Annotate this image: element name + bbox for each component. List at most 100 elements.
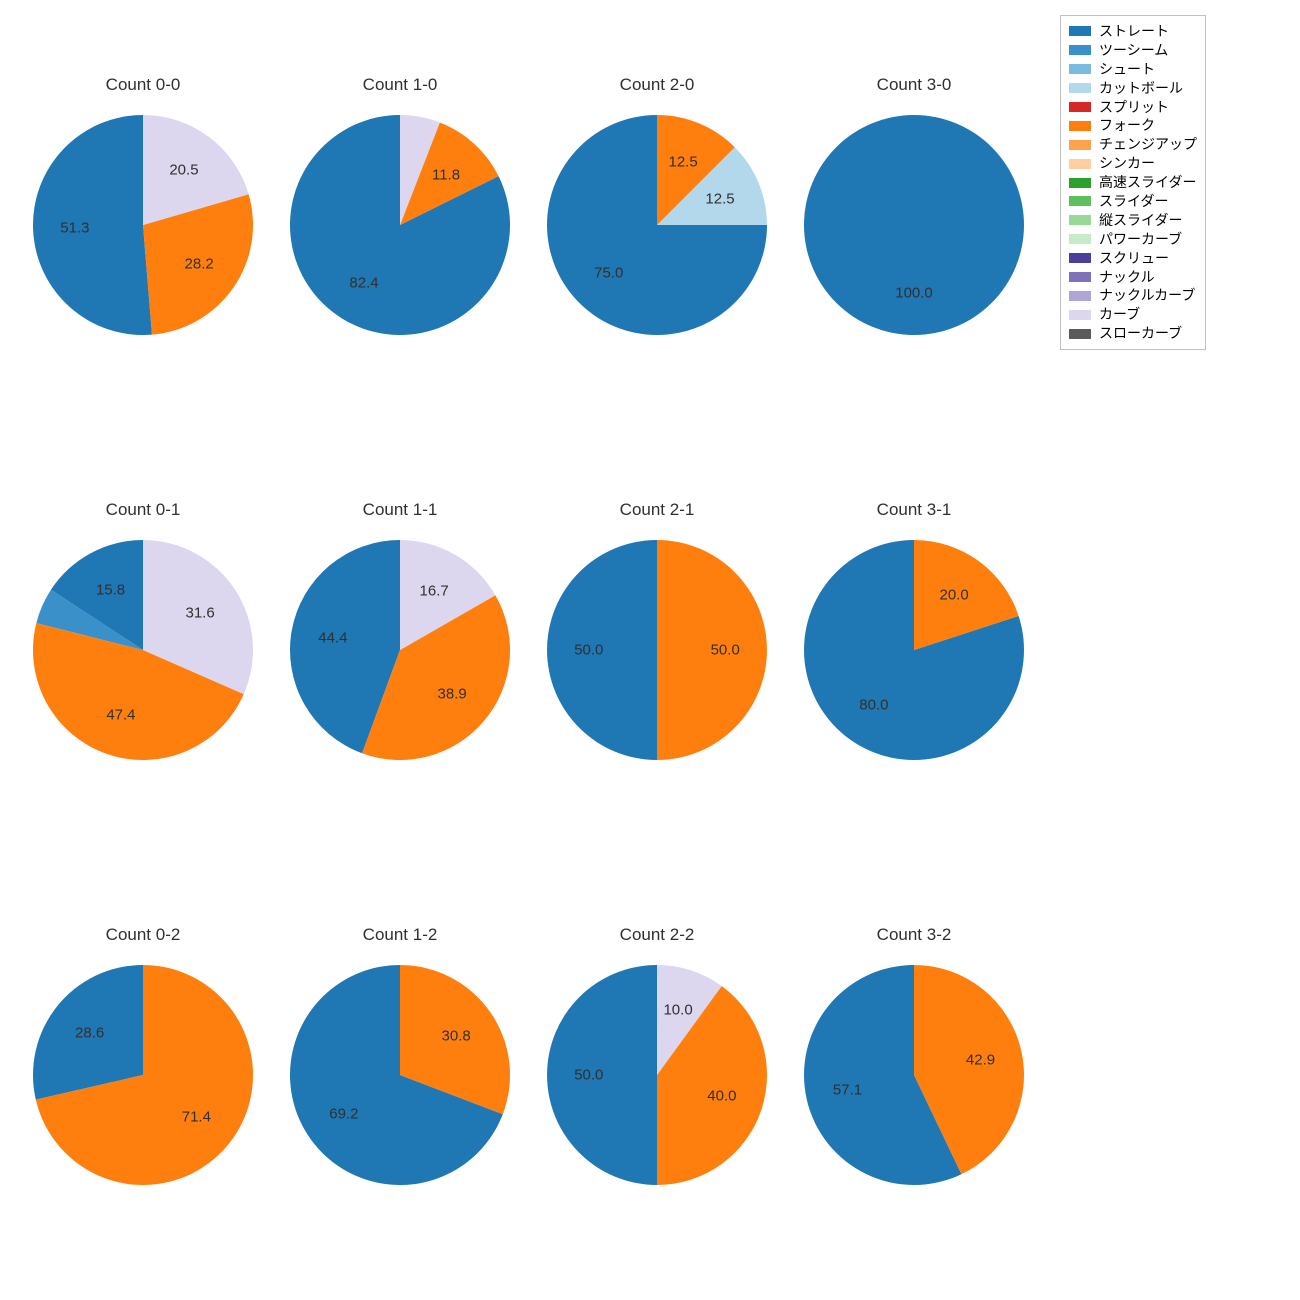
pie-svg [804,540,1024,760]
slice-label: 38.9 [438,685,467,702]
slice-label: 16.7 [420,582,449,599]
slice-label: 31.6 [185,604,214,621]
pie-title: Count 3-2 [877,925,952,945]
pie-svg [290,115,510,335]
legend-item: シンカー [1069,154,1197,173]
legend-label: ストレート [1099,22,1169,41]
legend-swatch [1069,329,1091,339]
legend-label: シュート [1099,60,1155,79]
pie-title: Count 3-1 [877,500,952,520]
legend-item: ナックルカーブ [1069,286,1197,305]
slice-label: 42.9 [966,1051,995,1068]
legend-item: 高速スライダー [1069,173,1197,192]
legend-item: カーブ [1069,305,1197,324]
legend-label: フォーク [1099,116,1155,135]
legend-swatch [1069,64,1091,74]
legend-item: スクリュー [1069,249,1197,268]
pie-chart [804,965,1024,1190]
slice-label: 20.5 [169,162,198,179]
slice-label: 100.0 [895,285,933,302]
legend-label: 縦スライダー [1099,211,1182,230]
figure: Count 0-051.328.220.5Count 1-082.411.8Co… [0,0,1300,1300]
legend: ストレートツーシームシュートカットボールスプリットフォークチェンジアップシンカー… [1060,15,1206,350]
slice-label: 20.0 [939,586,968,603]
pie-svg [290,965,510,1185]
legend-item: スライダー [1069,192,1197,211]
legend-item: シュート [1069,60,1197,79]
slice-label: 12.5 [668,153,697,170]
legend-swatch [1069,234,1091,244]
slice-label: 80.0 [859,697,888,714]
pie-chart [804,115,1024,340]
pie-slice [804,115,1024,335]
legend-label: チェンジアップ [1099,135,1197,154]
pie-svg [33,965,253,1185]
legend-item: スプリット [1069,98,1197,117]
pie-chart [33,540,253,765]
pie-svg [547,115,767,335]
legend-swatch [1069,196,1091,206]
legend-swatch [1069,45,1091,55]
pie-chart [804,540,1024,765]
slice-label: 15.8 [96,582,125,599]
pie-title: Count 2-1 [620,500,695,520]
pie-chart [290,965,510,1190]
legend-item: パワーカーブ [1069,230,1197,249]
legend-swatch [1069,121,1091,131]
legend-label: スクリュー [1099,249,1169,268]
legend-label: ツーシーム [1099,41,1168,60]
slice-label: 11.8 [432,166,460,183]
slice-label: 50.0 [711,642,740,659]
pie-chart [33,965,253,1190]
legend-label: スローカーブ [1099,324,1182,343]
legend-label: カットボール [1099,79,1183,98]
legend-label: パワーカーブ [1099,230,1182,249]
pie-title: Count 0-1 [106,500,181,520]
slice-label: 50.0 [574,1067,603,1084]
pie-title: Count 1-1 [363,500,438,520]
legend-item: フォーク [1069,116,1197,135]
slice-label: 40.0 [707,1088,736,1105]
pie-svg [804,965,1024,1185]
legend-label: ナックルカーブ [1099,286,1195,305]
pie-title: Count 2-2 [620,925,695,945]
legend-swatch [1069,102,1091,112]
legend-label: カーブ [1099,305,1140,324]
pie-svg [804,115,1024,335]
pie-title: Count 0-2 [106,925,181,945]
pie-title: Count 3-0 [877,75,952,95]
pie-chart [547,115,767,340]
slice-label: 75.0 [594,265,623,282]
legend-label: スプリット [1099,98,1169,117]
slice-label: 82.4 [349,274,378,291]
slice-label: 30.8 [442,1028,471,1045]
slice-label: 12.5 [705,190,734,207]
legend-swatch [1069,178,1091,188]
legend-item: ナックル [1069,268,1197,287]
legend-swatch [1069,159,1091,169]
legend-swatch [1069,140,1091,150]
pie-title: Count 1-2 [363,925,438,945]
slice-label: 44.4 [318,630,347,647]
slice-label: 71.4 [182,1109,211,1126]
pie-chart [290,540,510,765]
legend-swatch [1069,253,1091,263]
slice-label: 51.3 [60,219,89,236]
pie-slice [33,115,152,335]
legend-label: スライダー [1099,192,1168,211]
legend-label: シンカー [1099,154,1155,173]
pie-title: Count 2-0 [620,75,695,95]
pie-svg [33,540,253,760]
legend-item: ストレート [1069,22,1197,41]
legend-swatch [1069,26,1091,36]
legend-swatch [1069,83,1091,93]
legend-item: 縦スライダー [1069,211,1197,230]
slice-label: 47.4 [106,706,135,723]
pie-title: Count 0-0 [106,75,181,95]
slice-label: 50.0 [574,642,603,659]
legend-item: ツーシーム [1069,41,1197,60]
pie-chart [290,115,510,340]
legend-item: チェンジアップ [1069,135,1197,154]
legend-item: スローカーブ [1069,324,1197,343]
slice-label: 10.0 [663,1002,692,1019]
